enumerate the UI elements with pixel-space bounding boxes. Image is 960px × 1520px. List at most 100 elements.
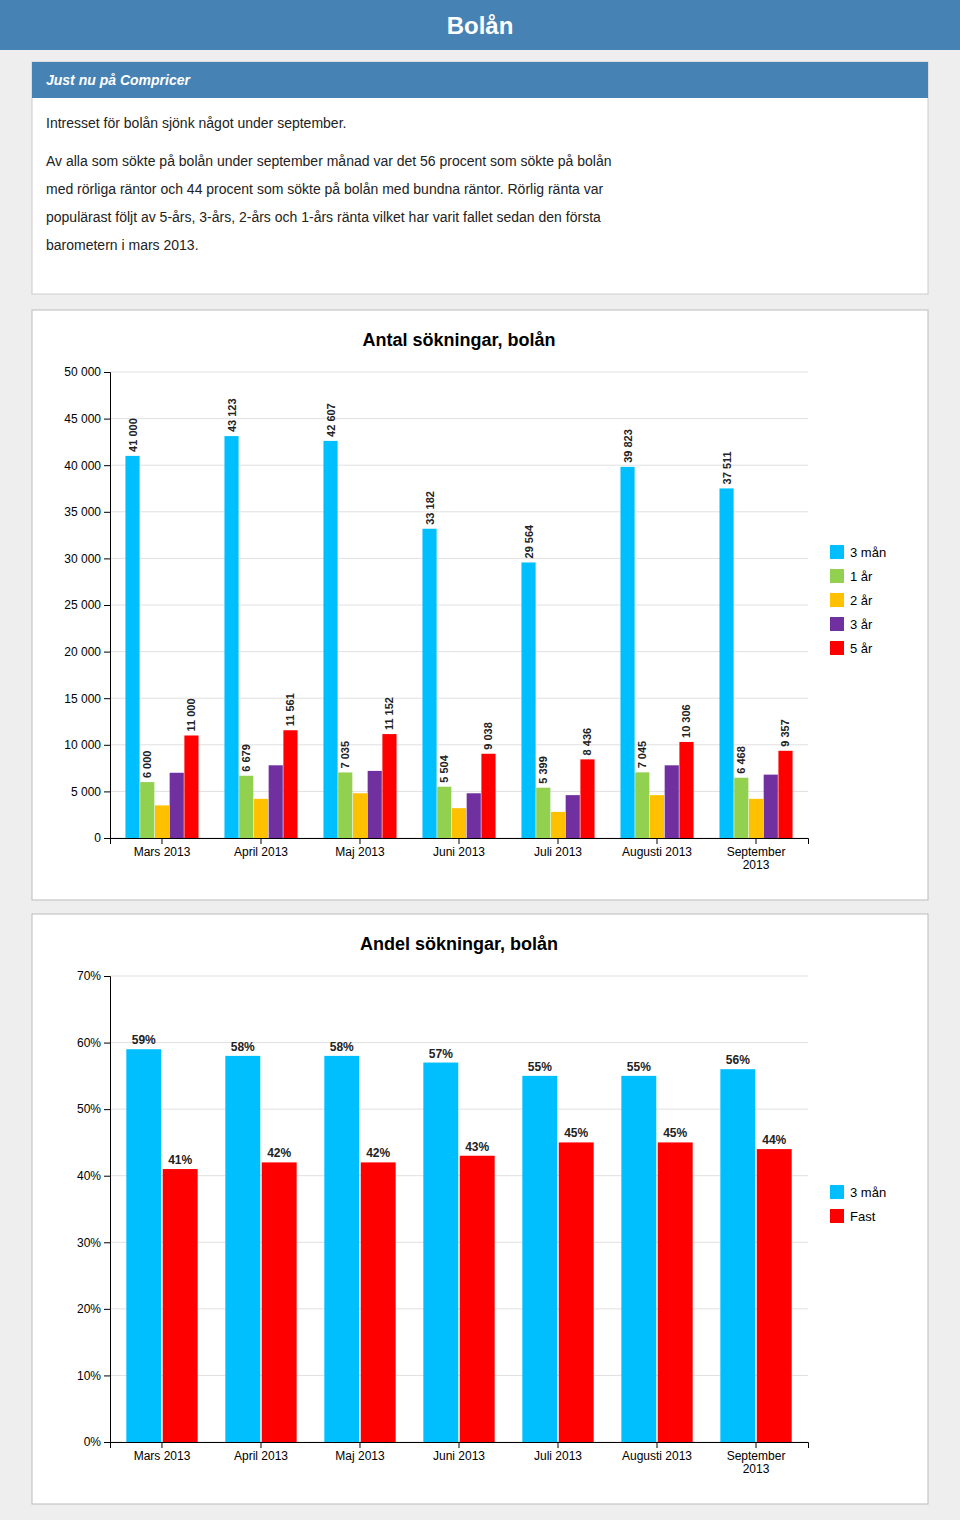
paragraph-line: populärast följt av 5-års, 3-års, 2-års … — [46, 209, 601, 225]
grid-line — [110, 372, 808, 373]
chart-panel — [32, 914, 928, 1504]
x-tick-label: Augusti 2013 — [622, 1449, 692, 1463]
x-tick: April 2013 — [234, 1442, 288, 1463]
data-label: 55% — [528, 1060, 552, 1074]
y-tick-mark — [104, 1242, 110, 1243]
x-tick-label: Juni 2013 — [433, 845, 485, 859]
grid-line — [110, 558, 808, 559]
bar — [536, 788, 550, 838]
x-tick-mark — [558, 1442, 559, 1448]
data-label: 58% — [330, 1040, 354, 1054]
page: BolånJust nu på CompricerIntresset för b… — [0, 0, 960, 1520]
paragraph-line: barometern i mars 2013. — [46, 237, 199, 253]
grid-line — [110, 651, 808, 652]
bars — [125, 436, 792, 838]
x-tick-label: Mars 2013 — [134, 845, 191, 859]
data-label: 41 000 — [127, 418, 139, 452]
y-tick-label: 60% — [77, 1036, 101, 1050]
bar — [262, 1162, 297, 1442]
bar — [269, 765, 283, 838]
x-tick: Augusti 2013 — [622, 838, 692, 859]
grid-line — [110, 1242, 808, 1243]
x-axis-line — [111, 1443, 809, 1449]
bars — [126, 1049, 791, 1442]
bar — [155, 805, 169, 838]
y-tick-label: 30 000 — [64, 552, 101, 566]
data-label: 11 000 — [185, 698, 197, 731]
plot: 05 00010 00015 00020 00025 00030 00035 0… — [64, 365, 886, 872]
section-header-bar — [32, 62, 928, 98]
x-tick-mark — [359, 1442, 360, 1448]
x-axis: Mars 2013April 2013Maj 2013Juni 2013Juli… — [111, 1442, 809, 1476]
bar — [184, 735, 198, 838]
y-tick-label: 50% — [77, 1102, 101, 1116]
grid-line — [110, 976, 808, 977]
bar — [353, 793, 367, 838]
legend-swatch — [830, 1185, 844, 1199]
x-tick-label: Augusti 2013 — [622, 845, 692, 859]
data-label: 7 045 — [636, 741, 648, 769]
paragraph-line: Intresset för bolån sjönk något under se… — [46, 115, 346, 131]
bar — [423, 1063, 458, 1442]
legend-item: 2 år — [830, 593, 873, 608]
data-label: 59% — [132, 1033, 156, 1047]
data-label: 8 436 — [581, 728, 593, 756]
y-tick-mark — [104, 1043, 110, 1044]
chart: Andel sökningar, bolån0%10%20%30%40%50%6… — [32, 914, 928, 1504]
bar — [452, 808, 466, 838]
y-tick-mark — [104, 512, 110, 513]
legend-label: 3 mån — [850, 1185, 886, 1200]
x-tick-mark — [657, 838, 658, 844]
x-tick-label: Juli 2013 — [534, 1449, 582, 1463]
data-label: 6 000 — [141, 751, 153, 779]
bar — [126, 1049, 161, 1442]
y-tick-label: 10% — [77, 1369, 101, 1383]
legend-label: 3 år — [850, 617, 873, 632]
bar — [239, 776, 253, 838]
bar — [566, 795, 580, 838]
bar — [679, 742, 693, 838]
data-label: 42% — [267, 1146, 291, 1160]
grid-line — [110, 1308, 808, 1309]
data-label: 42 607 — [325, 403, 337, 437]
data-labels: 41 00043 12342 60733 18229 56439 82337 5… — [127, 398, 792, 783]
bar — [170, 773, 184, 838]
bar — [382, 734, 396, 838]
bar — [521, 562, 535, 838]
y-tick-label: 30% — [77, 1236, 101, 1250]
bar — [620, 467, 634, 838]
data-label: 55% — [627, 1060, 651, 1074]
x-tick-mark — [756, 1442, 757, 1448]
legend-item: 3 mån — [830, 545, 886, 560]
bar — [764, 775, 778, 838]
chart-title: Andel sökningar, bolån — [360, 934, 558, 954]
y-tick-mark — [104, 465, 110, 466]
x-tick-mark — [359, 838, 360, 844]
x-tick: Juli 2013 — [534, 838, 582, 859]
bar — [650, 795, 664, 838]
y-tick-label: 20 000 — [64, 645, 101, 659]
legend-swatch — [830, 1209, 844, 1223]
bar-series — [163, 1142, 792, 1442]
y-tick-mark — [104, 558, 110, 559]
y-axis-line — [104, 977, 111, 1443]
y-tick-label: 0 — [94, 831, 101, 845]
grid-line — [110, 744, 808, 745]
legend-item: 3 år — [830, 617, 873, 632]
x-tick-label: Juli 2013 — [534, 845, 582, 859]
y-tick-label: 10 000 — [64, 738, 101, 752]
bar — [422, 529, 436, 838]
x-tick-label: Maj 2013 — [335, 1449, 385, 1463]
chart-title: Antal sökningar, bolån — [362, 330, 555, 350]
y-tick-label: 40% — [77, 1169, 101, 1183]
grid-line — [110, 1175, 808, 1176]
x-tick-mark — [756, 838, 757, 844]
y-tick: 20 000 — [64, 645, 110, 659]
y-tick-mark — [104, 745, 110, 746]
y-tick: 0 — [94, 831, 110, 845]
data-label: 43% — [465, 1140, 489, 1154]
data-label: 5 504 — [438, 754, 450, 782]
data-label: 7 035 — [339, 741, 351, 769]
x-tick-label: September2013 — [727, 1449, 786, 1477]
legend-item: 5 år — [830, 641, 873, 656]
